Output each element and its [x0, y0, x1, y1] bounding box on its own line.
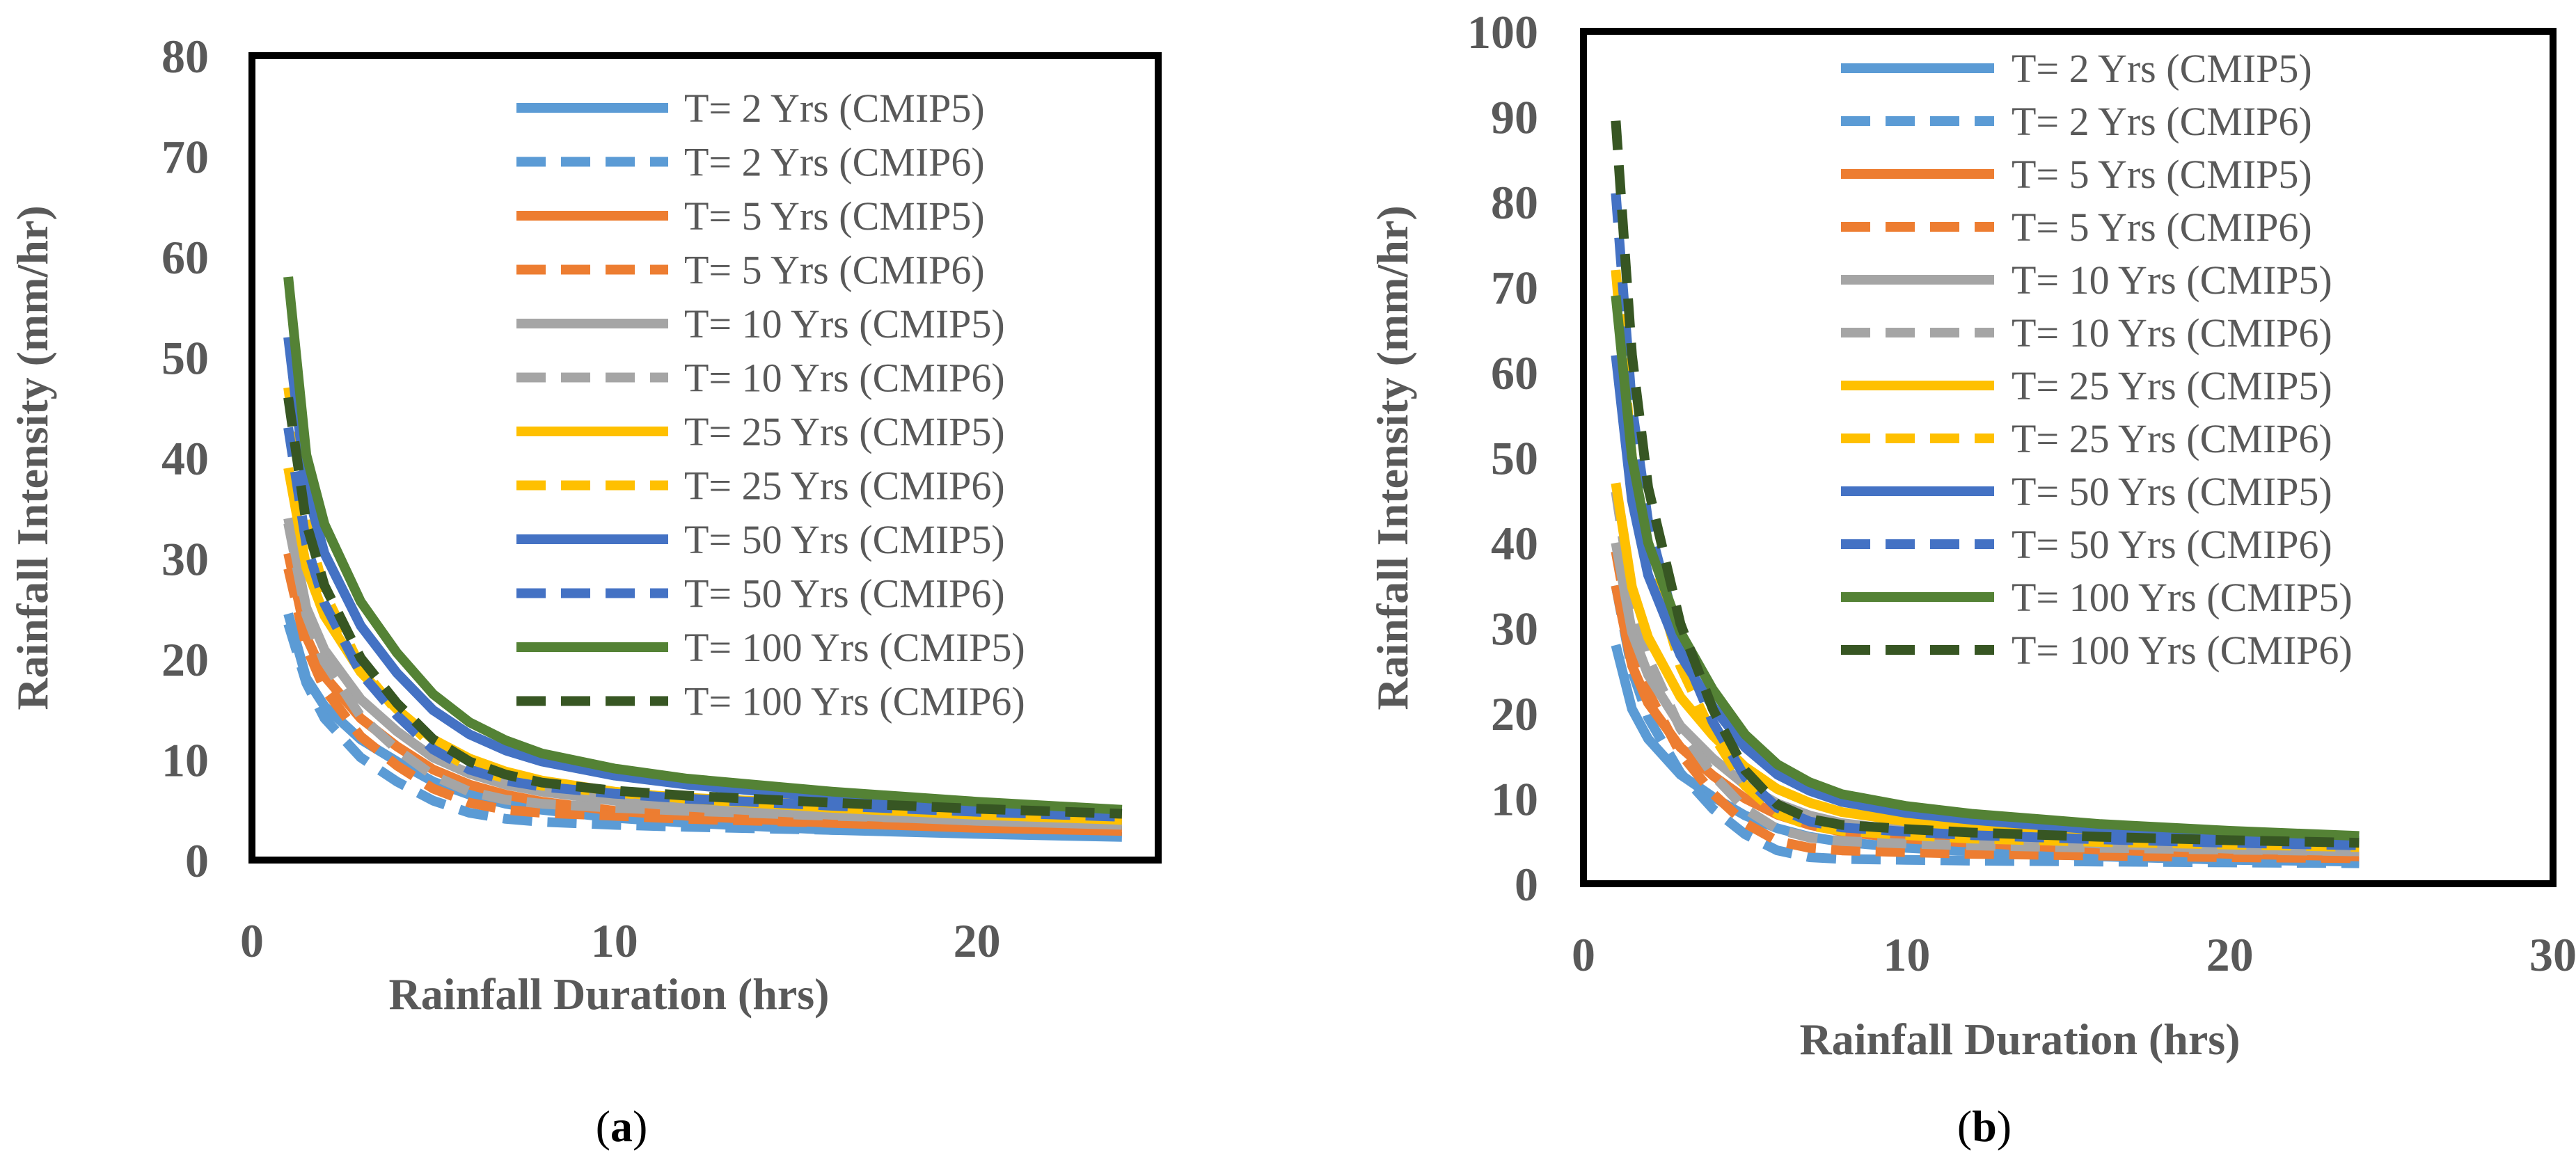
x-axis-title-a: Rainfall Duration (hrs)	[389, 969, 830, 1019]
panel-label-a-open: (	[596, 1102, 610, 1151]
legend-label-a-5: T= 10 Yrs (CMIP6)	[684, 356, 1005, 401]
y-tick-label-b-20: 20	[1491, 687, 1538, 740]
y-tick-label-b-0: 0	[1515, 858, 1538, 911]
chart-panel-b: 0 10 20 30 40 50 60 70 80 90 100 0 10 20 30 Rainfall Du…	[1368, 6, 2576, 1064]
legend-label-b-0: T= 2 Yrs (CMIP5)	[2012, 46, 2312, 91]
y-tick-label-b-100: 100	[1467, 6, 1538, 58]
legend-label-a-10: T= 100 Yrs (CMIP5)	[684, 625, 1025, 670]
legend-label-a-3: T= 5 Yrs (CMIP6)	[684, 248, 985, 293]
series-line-b-5	[1611, 491, 2360, 857]
y-tick-label-a-80: 80	[161, 30, 209, 83]
x-tick-label-a-10: 10	[591, 914, 638, 967]
plot-frame-b	[1580, 28, 2557, 887]
series-line-a-3	[283, 567, 1123, 834]
y-tick-label-b-10: 10	[1491, 773, 1538, 826]
y-tick-label-a-0: 0	[185, 834, 209, 887]
legend-label-b-10: T= 100 Yrs (CMIP5)	[2012, 575, 2353, 620]
series-line-b-3	[1611, 550, 2360, 864]
chart-panel-a: 0 10 20 30 40 50 60 70 80 0 10 20 Rainfall Duration …	[8, 30, 1162, 1019]
y-tick-label-b-30: 30	[1491, 603, 1538, 655]
y-tick-label-a-10: 10	[161, 734, 209, 787]
y-tick-label-b-50: 50	[1491, 432, 1538, 485]
legend-label-b-6: T= 25 Yrs (CMIP5)	[2012, 363, 2332, 408]
series-line-a-9	[283, 427, 1123, 822]
legend-label-b-3: T= 5 Yrs (CMIP6)	[2012, 205, 2312, 250]
series-line-a-5	[283, 522, 1123, 828]
panel-label-b: (b)	[1957, 1102, 2012, 1151]
y-axis-title-b: Rainfall Intensity (mm/hr)	[1368, 205, 1417, 710]
y-tick-label-b-60: 60	[1491, 347, 1538, 399]
x-tick-label-b-0: 0	[1572, 928, 1595, 981]
y-axis-title-a: Rainfall Intensity (mm/hr)	[8, 205, 57, 710]
series-line-a-8	[283, 336, 1123, 819]
legend-label-a-8: T= 50 Yrs (CMIP5)	[684, 517, 1005, 562]
series-line-a-2	[283, 552, 1123, 836]
legend-label-b-7: T= 25 Yrs (CMIP6)	[2012, 416, 2332, 461]
legend-label-a-11: T= 100 Yrs (CMIP6)	[684, 679, 1025, 724]
x-axis-title-b: Rainfall Duration (hrs)	[1800, 1015, 2241, 1064]
x-tick-label-b-30: 30	[2529, 928, 2576, 981]
panel-label-b-open: (	[1957, 1102, 1972, 1151]
legend-label-a-7: T= 25 Yrs (CMIP6)	[684, 463, 1005, 509]
series-lines-a	[283, 276, 1123, 842]
y-tick-label-a-20: 20	[161, 633, 209, 686]
series-line-b-1	[1611, 584, 2360, 868]
panel-label-a-letter: a	[610, 1102, 633, 1151]
legend-label-a-6: T= 25 Yrs (CMIP5)	[684, 409, 1005, 454]
series-line-b-10	[1611, 295, 2360, 841]
series-lines-b	[1611, 120, 2360, 868]
x-tick-label-b-10: 10	[1883, 928, 1930, 981]
panel-label-b-letter: b	[1972, 1102, 1997, 1151]
y-tick-label-a-60: 60	[161, 231, 209, 284]
legend-label-a-1: T= 2 Yrs (CMIP6)	[684, 140, 985, 185]
y-tick-label-b-40: 40	[1491, 517, 1538, 570]
y-tick-label-a-40: 40	[161, 432, 209, 485]
legend-label-b-4: T= 10 Yrs (CMIP5)	[2012, 257, 2332, 303]
y-tick-label-b-80: 80	[1491, 176, 1538, 229]
legend-label-a-4: T= 10 Yrs (CMIP5)	[684, 301, 1005, 347]
panel-label-a: (a)	[596, 1102, 648, 1151]
y-tick-label-b-70: 70	[1491, 262, 1538, 315]
y-tick-label-a-30: 30	[161, 533, 209, 586]
series-line-b-11	[1611, 120, 2360, 848]
legend-label-b-9: T= 50 Yrs (CMIP6)	[2012, 522, 2332, 567]
panel-label-a-close: )	[633, 1102, 647, 1151]
plot-frame-a	[248, 52, 1162, 864]
series-line-a-10	[283, 276, 1123, 815]
x-tick-label-b-20: 20	[2206, 928, 2254, 981]
legend-label-a-0: T= 2 Yrs (CMIP5)	[684, 86, 985, 131]
series-line-a-1	[283, 622, 1122, 839]
legend-label-b-5: T= 10 Yrs (CMIP6)	[2012, 310, 2332, 356]
x-tick-label-a-0: 0	[240, 914, 264, 967]
legend-label-b-8: T= 50 Yrs (CMIP5)	[2012, 469, 2332, 514]
legend-label-a-9: T= 50 Yrs (CMIP6)	[684, 571, 1005, 617]
legend-label-b-11: T= 100 Yrs (CMIP6)	[2012, 628, 2353, 673]
series-line-b-8	[1611, 354, 2360, 846]
y-tick-label-a-50: 50	[161, 332, 209, 385]
series-line-b-9	[1611, 193, 2360, 850]
legend-label-b-1: T= 2 Yrs (CMIP6)	[2012, 99, 2312, 144]
series-line-a-11	[283, 397, 1123, 819]
legend-label-a-2: T= 5 Yrs (CMIP5)	[684, 193, 985, 239]
panel-label-b-close: )	[1997, 1102, 2012, 1151]
y-tick-label-a-70: 70	[161, 131, 209, 184]
x-tick-label-a-20: 20	[954, 914, 1001, 967]
legend-label-b-2: T= 5 Yrs (CMIP5)	[2012, 152, 2312, 197]
y-tick-label-b-90: 90	[1491, 91, 1538, 144]
